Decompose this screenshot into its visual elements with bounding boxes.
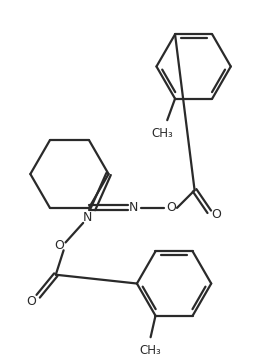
- Text: O: O: [166, 201, 176, 215]
- Text: O: O: [54, 239, 64, 252]
- Text: N: N: [83, 211, 92, 223]
- Text: CH₃: CH₃: [140, 345, 162, 357]
- Text: O: O: [26, 295, 36, 308]
- Text: CH₃: CH₃: [151, 127, 173, 140]
- Text: O: O: [211, 208, 221, 221]
- Text: N: N: [128, 201, 138, 215]
